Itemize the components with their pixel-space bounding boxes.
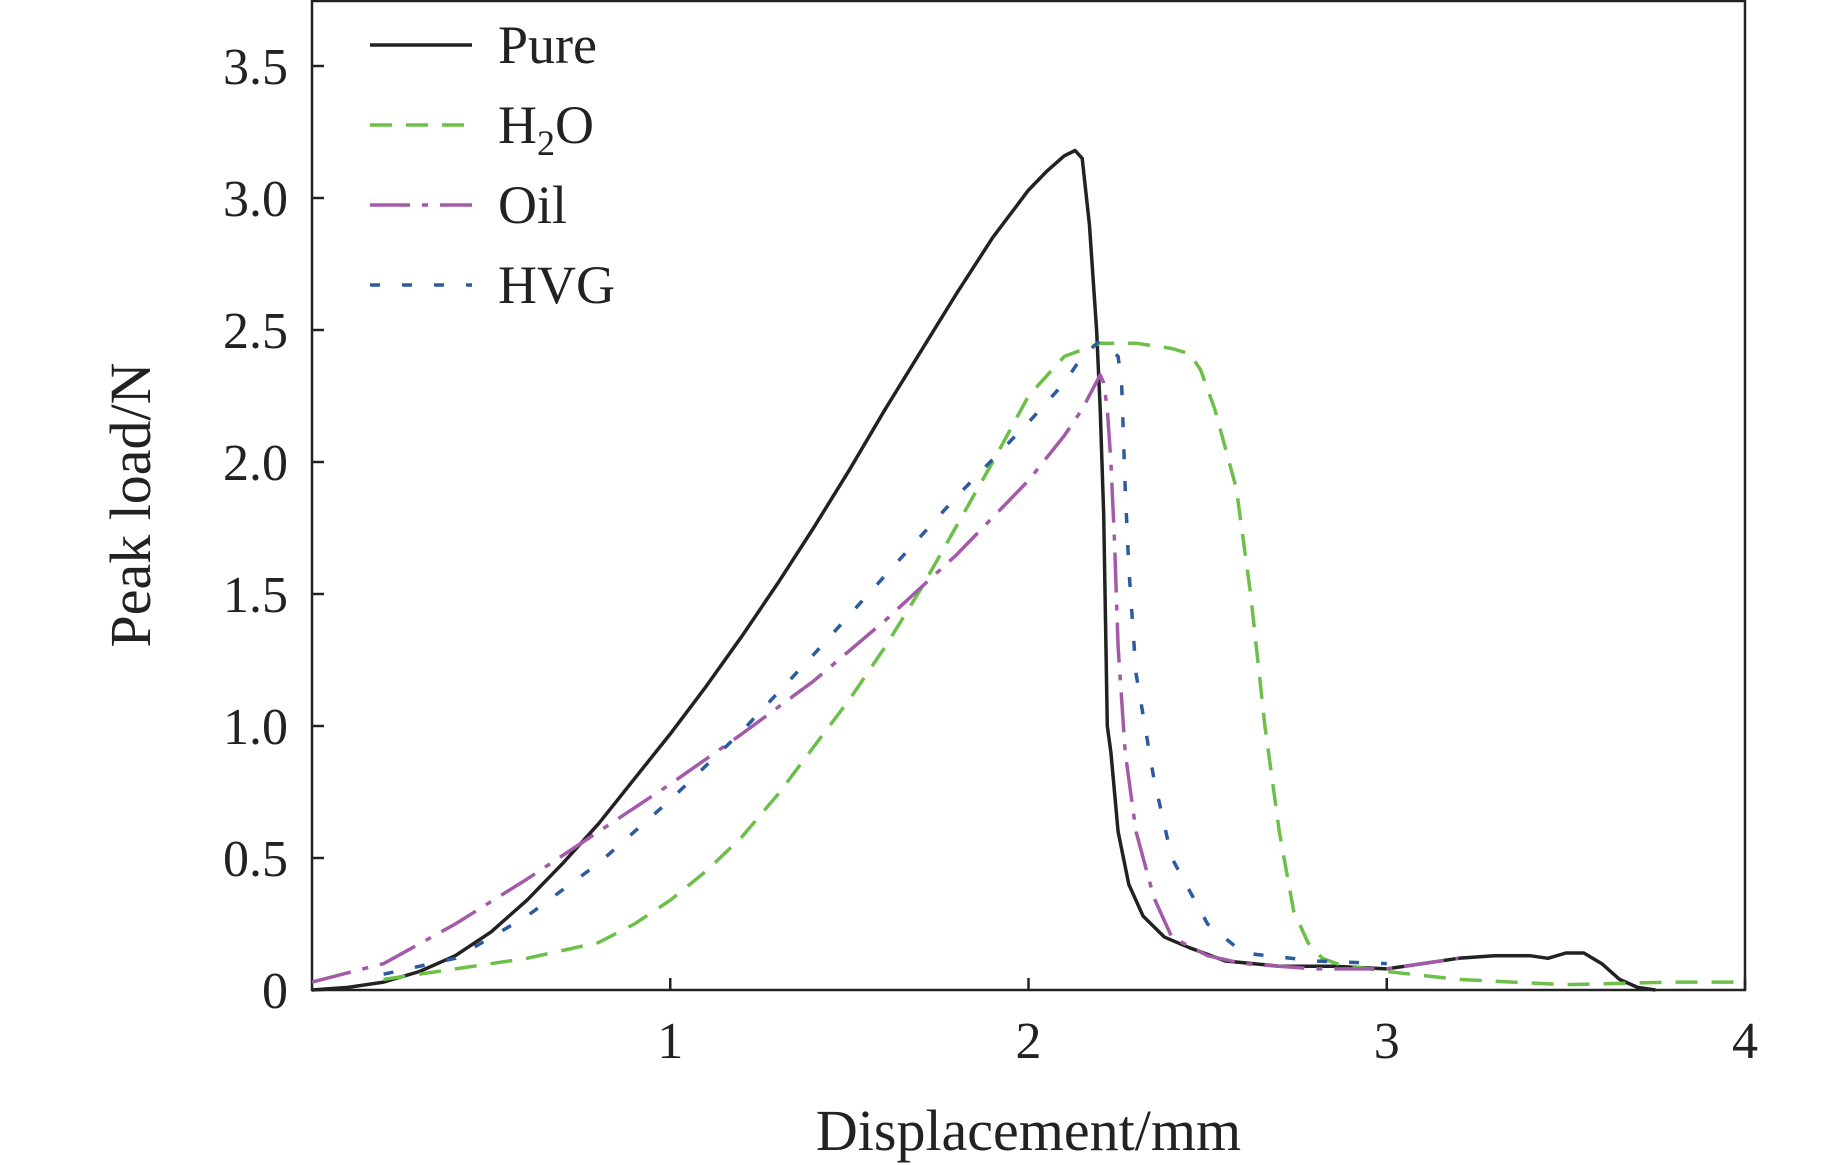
series-line-1 — [311, 148, 1656, 992]
x-axis: 1 2 3 4 — [657, 978, 1758, 1070]
y-tick-label: 2.5 — [223, 303, 288, 360]
y-axis-title: Peak load/N — [98, 362, 163, 647]
y-tick-label: 3.5 — [223, 39, 288, 96]
series-line-2 — [383, 341, 1745, 987]
x-tick-label: 4 — [1732, 1013, 1758, 1070]
y-tick-label: 3.0 — [223, 171, 288, 228]
series-line-4 — [383, 338, 1387, 976]
x-axis-title: Displacement/mm — [816, 1098, 1241, 1163]
y-tick-label: 0.5 — [223, 831, 288, 888]
y-tick-label: 2.0 — [223, 435, 288, 492]
legend: Pure H2O Oil HVG — [370, 15, 615, 315]
legend-label: HVG — [498, 255, 615, 315]
x-tick-label: 1 — [657, 1013, 683, 1070]
y-tick-label: 1.0 — [223, 699, 288, 756]
y-tick-label: 1.5 — [223, 567, 288, 624]
y-tick-label: 0 — [262, 963, 288, 1020]
x-tick-label: 2 — [1016, 1013, 1042, 1070]
y-axis: 0 0.5 1.0 1.5 2.0 2.5 3.0 3.5 — [223, 39, 324, 1020]
series-line-3 — [311, 373, 1459, 984]
legend-label: Oil — [498, 175, 567, 235]
legend-label: Pure — [498, 15, 597, 75]
series-layer — [311, 148, 1745, 992]
x-tick-label: 3 — [1374, 1013, 1400, 1070]
legend-label: H2O — [498, 95, 594, 163]
